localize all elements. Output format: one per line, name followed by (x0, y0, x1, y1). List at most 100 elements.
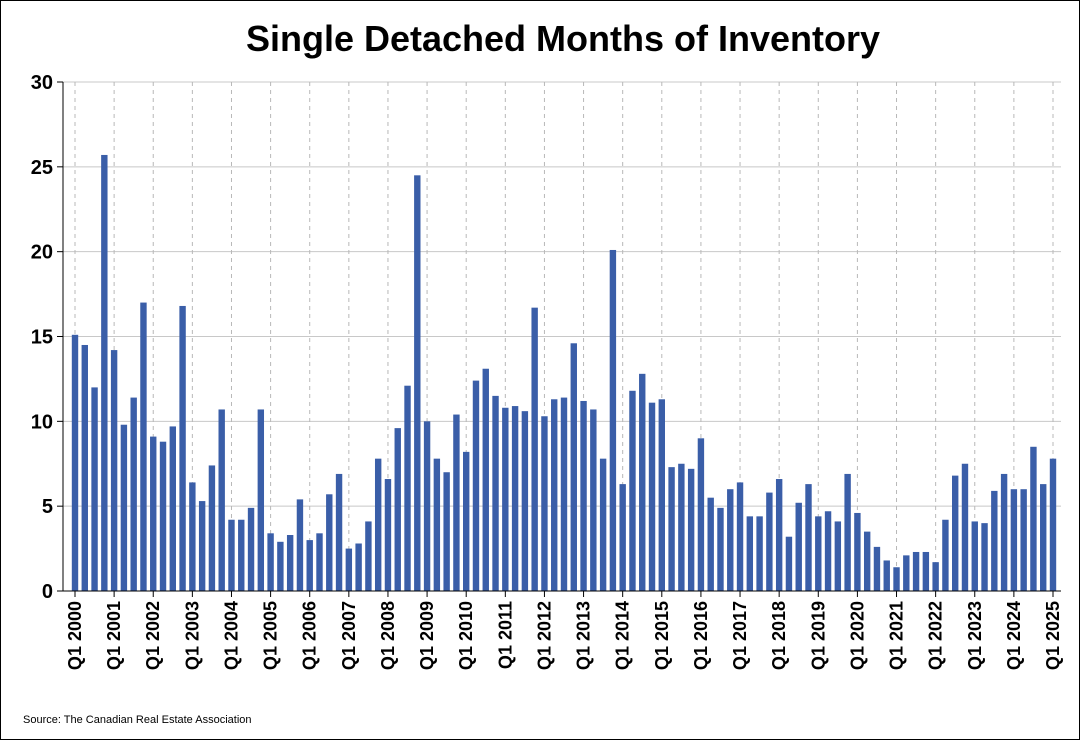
bar (150, 436, 157, 591)
x-tick-label: Q1 2011 (495, 601, 515, 669)
bar (218, 409, 225, 591)
bar (189, 482, 196, 591)
bar (81, 344, 88, 591)
x-tick-label: Q1 2009 (417, 601, 437, 670)
bar (365, 521, 372, 591)
bar (326, 494, 333, 591)
bar (942, 519, 949, 591)
x-tick-label: Q1 2022 (926, 601, 946, 670)
bar (952, 475, 959, 591)
bar (91, 387, 98, 591)
bar (658, 399, 665, 591)
x-tick-label: Q1 2005 (261, 601, 281, 670)
y-tick-label: 0 (42, 581, 53, 603)
bar (228, 519, 235, 591)
bar (374, 458, 382, 591)
bar (580, 400, 587, 591)
bar (511, 406, 519, 591)
x-tick-label: Q1 2015 (652, 601, 672, 670)
bar (482, 368, 489, 591)
bar (551, 399, 558, 591)
y-tick-label: 25 (31, 157, 53, 179)
bar (805, 484, 812, 591)
bar (932, 562, 939, 591)
bar (678, 463, 685, 591)
bar (893, 567, 900, 591)
bar (306, 540, 313, 591)
x-tick-label: Q1 2024 (1004, 601, 1024, 670)
x-tick-layer: Q1 2000 Q1 2001 Q1 2002 Q1 2003 Q1 2004 Q1 20… (65, 601, 1063, 670)
y-tick-label: 10 (31, 411, 53, 433)
bar (560, 397, 568, 591)
bar (1020, 489, 1027, 591)
x-tick-label: Q1 2006 (300, 601, 320, 670)
x-tick-label: Q1 2019 (808, 601, 828, 670)
bar (903, 555, 910, 591)
bar (648, 402, 656, 591)
bar (775, 479, 783, 591)
bar-layer (71, 154, 1057, 592)
bar (101, 154, 108, 591)
bar (912, 551, 920, 591)
y-tick-label: 30 (31, 72, 53, 94)
bar (355, 543, 362, 591)
bar (130, 397, 137, 591)
x-tick-label: Q1 2014 (613, 601, 633, 670)
bar (727, 489, 734, 591)
x-tick-label: Q1 2013 (574, 601, 594, 670)
bar (286, 535, 294, 591)
source-note: Source: The Canadian Real Estate Associa… (23, 714, 252, 726)
bar (1010, 489, 1018, 591)
bar (247, 507, 255, 591)
chart-title: Single Detached Months of Inventory (246, 18, 880, 59)
bar (854, 512, 861, 591)
bar (277, 541, 284, 591)
bar (639, 373, 646, 591)
bar (736, 482, 744, 591)
x-tick-label: Q1 2008 (378, 601, 398, 670)
bar (238, 519, 245, 591)
bar (717, 507, 724, 591)
x-tick-label: Q1 2025 (1043, 601, 1063, 670)
bar (1040, 484, 1047, 591)
bar (345, 548, 353, 591)
bar (267, 533, 274, 591)
bar (502, 407, 509, 591)
bar (844, 473, 851, 591)
bar (619, 484, 626, 591)
bar (785, 536, 793, 591)
bar (443, 472, 450, 591)
bar (198, 501, 206, 591)
bar (384, 479, 392, 591)
bar (140, 302, 147, 591)
bar (404, 385, 411, 591)
y-tick-label: 15 (31, 327, 53, 349)
bar (423, 421, 431, 591)
bar (668, 467, 675, 591)
bar (521, 411, 529, 591)
bar (179, 305, 186, 591)
bar (609, 249, 617, 591)
bar (110, 350, 118, 591)
x-tick-label: Q1 2012 (534, 601, 554, 670)
bar (834, 521, 842, 591)
bar (824, 511, 832, 591)
bar (570, 343, 577, 591)
bar (541, 416, 548, 591)
x-tick-label: Q1 2001 (104, 601, 124, 670)
bar (120, 424, 128, 591)
bar (472, 380, 480, 591)
bar (883, 560, 890, 591)
bar (335, 473, 343, 591)
bar (159, 441, 167, 591)
y-tick-layer: 0 5 10 15 20 25 30 (31, 72, 53, 603)
bar (815, 516, 822, 591)
x-tick-label: Q1 2003 (182, 601, 202, 670)
bar (453, 414, 460, 591)
x-tick-label: Q1 2018 (769, 601, 789, 670)
bar (296, 499, 304, 591)
bar (316, 533, 323, 591)
bar (531, 307, 538, 591)
x-tick-label: Q1 2023 (965, 601, 985, 670)
